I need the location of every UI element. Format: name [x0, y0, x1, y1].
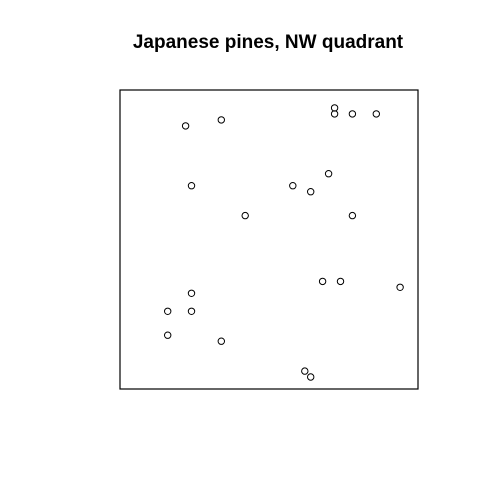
- data-point: [187, 289, 196, 297]
- data-point: [164, 307, 172, 315]
- data-point: [301, 367, 309, 375]
- plot-area-border: [119, 89, 419, 390]
- data-point: [307, 373, 315, 381]
- data-point: [330, 110, 339, 118]
- data-point: [217, 337, 226, 345]
- data-point: [289, 182, 297, 190]
- data-point: [187, 182, 196, 190]
- data-point: [348, 110, 357, 118]
- data-point: [241, 211, 249, 220]
- data-point: [324, 170, 333, 178]
- data-points: [164, 104, 404, 381]
- data-point: [307, 188, 315, 196]
- data-point: [348, 211, 357, 220]
- data-point: [318, 277, 327, 286]
- data-point: [187, 307, 196, 315]
- chart-title: Japanese pines, NW quadrant: [133, 32, 404, 53]
- data-point: [336, 277, 345, 286]
- data-point: [217, 116, 226, 124]
- data-point: [372, 110, 380, 118]
- data-point: [396, 283, 404, 291]
- data-point: [164, 331, 172, 339]
- data-point: [181, 122, 190, 130]
